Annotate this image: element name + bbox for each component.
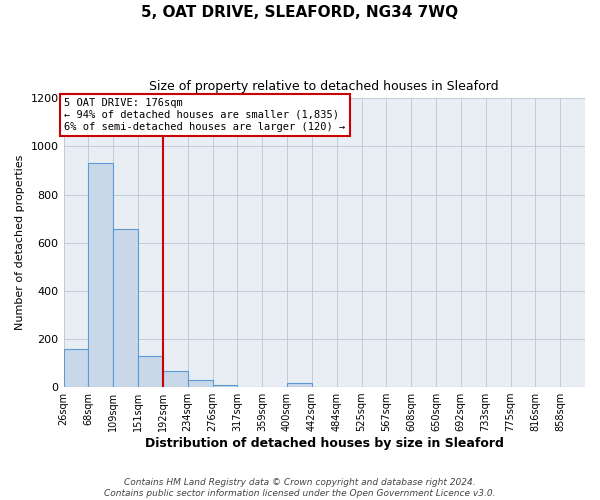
Text: Contains HM Land Registry data © Crown copyright and database right 2024.
Contai: Contains HM Land Registry data © Crown c… (104, 478, 496, 498)
Text: 5, OAT DRIVE, SLEAFORD, NG34 7WQ: 5, OAT DRIVE, SLEAFORD, NG34 7WQ (142, 5, 458, 20)
Bar (287, 384, 312, 387)
Bar (188, 380, 212, 387)
Bar (64, 348, 88, 387)
Title: Size of property relative to detached houses in Sleaford: Size of property relative to detached ho… (149, 80, 499, 93)
Bar (138, 356, 163, 387)
X-axis label: Distribution of detached houses by size in Sleaford: Distribution of detached houses by size … (145, 437, 504, 450)
Bar (212, 384, 238, 387)
Bar (113, 230, 138, 387)
Bar (163, 372, 188, 387)
Y-axis label: Number of detached properties: Number of detached properties (15, 155, 25, 330)
Text: 5 OAT DRIVE: 176sqm
← 94% of detached houses are smaller (1,835)
6% of semi-deta: 5 OAT DRIVE: 176sqm ← 94% of detached ho… (64, 98, 346, 132)
Bar (88, 164, 113, 387)
